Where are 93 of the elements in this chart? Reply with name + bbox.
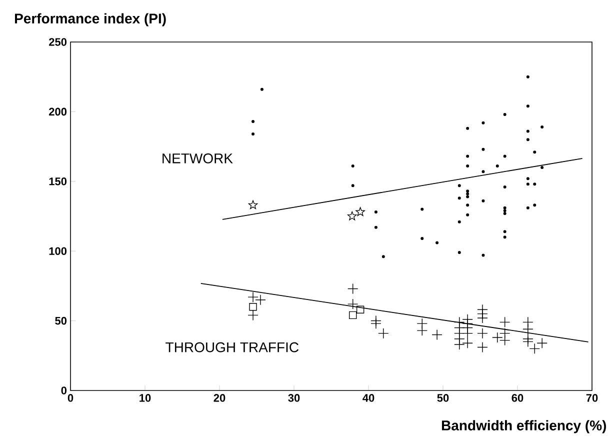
point — [526, 138, 530, 142]
point — [349, 311, 357, 320]
point — [252, 120, 255, 123]
point — [416, 325, 428, 336]
point — [499, 316, 510, 328]
point — [503, 209, 506, 212]
x-tick-label: 70 — [586, 394, 598, 402]
point — [477, 342, 488, 353]
y-tick-label: 200 — [48, 108, 67, 116]
point — [356, 306, 364, 314]
y-tick-label: 0 — [61, 386, 67, 394]
point — [526, 104, 530, 108]
point — [526, 182, 530, 186]
annotation: THROUGH TRAFFIC — [166, 342, 299, 352]
x-tick-label: 40 — [362, 394, 374, 402]
point — [482, 121, 485, 124]
point — [536, 338, 548, 348]
y-tick-label: 150 — [49, 178, 67, 186]
x-tick-label: 60 — [512, 394, 524, 402]
point — [533, 150, 536, 154]
y-tick-label: 250 — [48, 38, 67, 46]
point — [260, 88, 264, 91]
x-tick-label: 30 — [288, 394, 300, 402]
y-tick-label: 100 — [49, 247, 67, 255]
point — [533, 204, 536, 207]
point — [466, 195, 470, 198]
point — [458, 220, 461, 224]
point — [454, 339, 465, 350]
point — [477, 328, 488, 339]
annotation: NETWORK — [162, 153, 233, 164]
point — [503, 185, 506, 188]
point — [482, 199, 485, 202]
point — [248, 310, 258, 321]
point — [351, 164, 354, 168]
x-axis-title: Bandwidth efficiency (%) — [442, 420, 606, 434]
point — [503, 112, 506, 116]
point — [477, 312, 488, 324]
point — [466, 164, 470, 168]
point — [420, 208, 424, 211]
point — [378, 328, 389, 339]
point — [533, 182, 536, 186]
point — [526, 75, 530, 78]
point — [492, 332, 503, 343]
point — [522, 324, 534, 334]
point — [482, 148, 485, 151]
point — [462, 338, 473, 348]
point — [347, 211, 357, 220]
point — [351, 184, 354, 188]
point — [356, 207, 365, 216]
point — [462, 328, 473, 339]
point — [496, 164, 499, 168]
point — [458, 196, 461, 200]
point — [348, 298, 358, 310]
point — [466, 213, 470, 216]
point — [248, 292, 258, 302]
point — [249, 302, 257, 311]
x-tick-label: 20 — [214, 394, 226, 402]
point — [482, 254, 485, 257]
point — [382, 255, 385, 258]
point — [503, 212, 506, 215]
point — [370, 318, 382, 329]
point — [482, 170, 485, 174]
point — [252, 132, 255, 136]
point — [540, 126, 544, 129]
point — [503, 206, 506, 210]
y-tick-label: 50 — [55, 316, 67, 325]
point — [526, 206, 530, 210]
x-tick-label: 10 — [140, 394, 151, 402]
point — [503, 230, 506, 234]
point — [499, 334, 510, 346]
point — [526, 177, 530, 180]
point — [466, 204, 470, 207]
point — [503, 154, 506, 158]
point — [374, 210, 378, 214]
point — [374, 226, 378, 229]
point — [540, 166, 544, 169]
point — [526, 130, 530, 133]
point — [348, 283, 358, 294]
point — [466, 126, 470, 130]
point — [420, 237, 424, 240]
point — [432, 329, 442, 340]
point — [255, 294, 266, 306]
point — [458, 184, 461, 188]
x-tick-label: 0 — [68, 394, 74, 402]
y-axis-title: Performance index (PI) — [15, 13, 166, 26]
x-tick-label: 50 — [437, 394, 449, 402]
point — [466, 192, 470, 196]
point — [248, 200, 258, 210]
point — [466, 154, 470, 158]
point — [466, 190, 470, 193]
point — [436, 241, 439, 244]
point — [503, 236, 506, 239]
point — [458, 250, 461, 254]
